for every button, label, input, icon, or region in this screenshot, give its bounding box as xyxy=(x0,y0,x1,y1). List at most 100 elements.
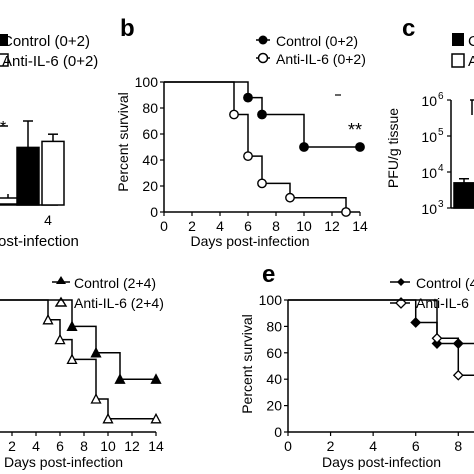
point-d-0-4 xyxy=(150,373,162,384)
point-b-1-3 xyxy=(257,178,267,189)
series-d-0-line xyxy=(0,299,156,380)
point-b-1-2 xyxy=(243,151,253,162)
ytick-b-0: 0 xyxy=(150,204,158,220)
point-b-0-1 xyxy=(243,92,253,103)
ytick-e-80: 80 xyxy=(266,318,282,334)
ytick-c-6: 10 xyxy=(421,93,437,109)
ytick-b-40: 40 xyxy=(142,152,158,168)
point-d-1-2 xyxy=(54,333,66,345)
xtick-b-10: 10 xyxy=(296,218,312,234)
bar-a-1 xyxy=(41,140,65,206)
xtick-e-2: 2 xyxy=(327,438,335,454)
point-e-0-1 xyxy=(410,317,422,328)
panel-letter-e: e xyxy=(262,261,275,288)
ytick-e-100: 100 xyxy=(259,292,283,308)
legend-d-control: Control (2+4) xyxy=(74,275,156,291)
point-b-0-3 xyxy=(299,142,309,152)
plot-b: 0 2 4 6 8 10 12 14 0 20 40 60 80 100 xyxy=(135,74,368,234)
xtick-d-6: 6 xyxy=(56,438,64,454)
legend-e-control: Control (4 xyxy=(416,275,474,291)
legend-a-anti-swatch xyxy=(0,53,9,67)
xtick-d-12: 12 xyxy=(124,438,140,454)
ylabel-c: PFU/g tissue xyxy=(385,108,401,188)
xtick-d-8: 8 xyxy=(80,438,88,454)
legend-a-control: Control (0+2) xyxy=(2,33,90,50)
point-b-1-1 xyxy=(229,109,239,120)
xtick-b-8: 8 xyxy=(272,218,280,234)
legend-d-anti: Anti-IL-6 (2+4) xyxy=(74,295,164,311)
point-e-1-2 xyxy=(452,369,464,381)
bar-a-0 xyxy=(16,146,40,206)
legend-b-anti: Anti-IL-6 (0+2) xyxy=(276,51,366,67)
ytick-c-4: 10 xyxy=(421,165,437,181)
legend-c-control-swatch xyxy=(452,33,464,46)
xlabel-e: Days post-infection xyxy=(322,454,441,470)
legend-c-control: C xyxy=(468,33,474,50)
panel-letter-c: c xyxy=(402,15,415,42)
xtick-b-6: 6 xyxy=(244,218,252,234)
point-d-0-1 xyxy=(66,320,78,332)
xtick-b-4: 4 xyxy=(216,218,224,234)
xlabel-a: ost-infection xyxy=(0,233,79,250)
ytick-c-5: 10 xyxy=(421,129,437,145)
series-b-1-line xyxy=(164,81,347,212)
ytick-c-exp-4: 4 xyxy=(438,163,444,174)
xtick-e-8: 8 xyxy=(454,438,462,454)
xtick-b-12: 12 xyxy=(324,218,340,234)
ylabel-b: Percent survival xyxy=(115,92,131,192)
point-d-1-3 xyxy=(66,353,78,365)
ytick-c-3: 10 xyxy=(421,201,437,217)
panel-d: Control (2+4) Anti-IL-6 (2+4) 0246810121… xyxy=(0,275,164,470)
legend-e-anti: Anti-IL-6 xyxy=(416,295,469,311)
sig-a: * xyxy=(0,119,6,136)
ytick-c-exp-3: 3 xyxy=(438,199,444,210)
xtick-d-2: 2 xyxy=(8,438,16,454)
xtick-b-2: 2 xyxy=(188,218,196,234)
legend-b-anti-marker xyxy=(257,52,269,64)
bar-c-0 xyxy=(453,182,474,209)
ytick-e-60: 60 xyxy=(266,345,282,361)
point-d-0-3 xyxy=(114,373,126,384)
xtick-e-6: 6 xyxy=(412,438,420,454)
xtick-b-0: 0 xyxy=(160,218,168,234)
xtick-d-10: 10 xyxy=(100,438,116,454)
point-d-1-1 xyxy=(42,313,54,325)
xlabel-b: Days post-infection xyxy=(190,233,309,249)
point-e-1-1 xyxy=(431,332,443,344)
series-d-1-line xyxy=(0,299,156,420)
ytick-c-exp-6: 6 xyxy=(438,91,444,102)
point-d-1-6 xyxy=(150,412,162,424)
xtick-b-14: 14 xyxy=(352,218,368,234)
xtick-e-4: 4 xyxy=(369,438,377,454)
legend-a-anti: Anti-IL-6 (0+2) xyxy=(2,53,98,70)
panel-a: Control (0+2) Anti-IL-6 (0+2) * 4 ost-in… xyxy=(0,33,98,250)
ytick-c-exp-5: 5 xyxy=(438,127,444,138)
bars-a xyxy=(16,120,65,206)
point-d-1-4 xyxy=(90,393,102,404)
legend-c-anti: A xyxy=(468,53,474,70)
legend-a-control-swatch xyxy=(0,34,8,46)
panel-letter-b: b xyxy=(120,15,135,42)
ytick-b-80: 80 xyxy=(142,100,158,116)
point-b-1-4 xyxy=(285,192,295,203)
point-b-0-2 xyxy=(257,109,267,120)
ytick-e-40: 40 xyxy=(266,371,282,387)
ylabel-e: Percent survival xyxy=(239,314,255,414)
ytick-b-20: 20 xyxy=(142,178,158,194)
legend-d-control-marker xyxy=(56,276,66,284)
legend-b-control: Control (0+2) xyxy=(276,33,358,49)
series-b-0-line xyxy=(164,81,360,148)
legend-c-anti-swatch xyxy=(451,53,465,68)
sig-b: ** xyxy=(348,120,362,140)
point-b-0-4 xyxy=(355,142,365,152)
xtick-a-4: 4 xyxy=(44,212,52,228)
xtick-d-14: 14 xyxy=(148,438,164,454)
ytick-b-100: 100 xyxy=(135,74,159,90)
point-b-1-5 xyxy=(341,207,351,217)
ytick-b-60: 60 xyxy=(142,126,158,142)
xtick-e-0: 0 xyxy=(284,438,292,454)
